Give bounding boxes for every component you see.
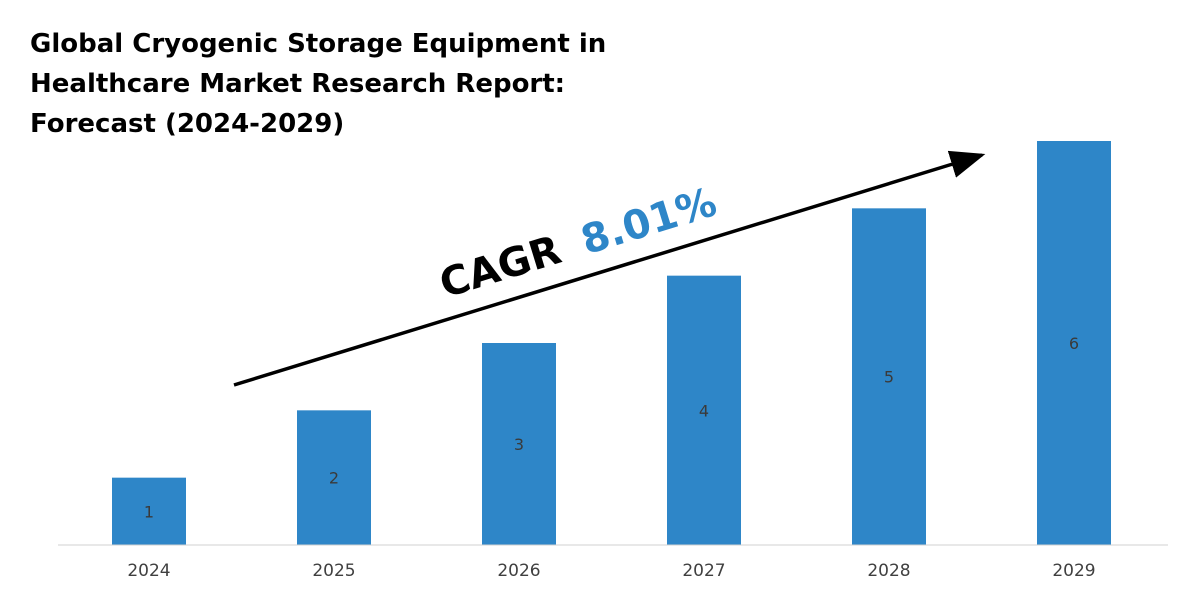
- x-tick-2024: 2024: [127, 561, 170, 581]
- data-label-2024: 1: [144, 502, 154, 521]
- x-tick-2027: 2027: [682, 561, 725, 581]
- data-label-2028: 5: [884, 368, 894, 387]
- bar-2029: [1037, 141, 1111, 545]
- bar-2025: [297, 410, 371, 545]
- chart-title-line-2: Healthcare Market Research Report:: [30, 69, 566, 99]
- bar-2026: [482, 343, 556, 545]
- data-label-2026: 3: [514, 435, 524, 454]
- chart-title-line-1: Global Cryogenic Storage Equipment in: [30, 29, 607, 59]
- chart-title-line-3: Forecast (2024-2029): [30, 109, 345, 139]
- cagr-trend-arrow: [233, 150, 986, 387]
- x-tick-2028: 2028: [867, 561, 910, 581]
- x-tick-labels: 2024 2025 2026 2027 2028 2029: [127, 561, 1095, 581]
- cagr-value: 8.01%: [576, 179, 722, 264]
- bar-2028: [852, 208, 926, 546]
- data-label-2025: 2: [329, 469, 339, 488]
- data-label-2027: 4: [699, 401, 709, 420]
- bar-2027: [667, 275, 741, 545]
- x-tick-2025: 2025: [312, 561, 355, 581]
- x-tick-2029: 2029: [1052, 561, 1095, 581]
- x-tick-2026: 2026: [497, 561, 540, 581]
- cagr-label: CAGR: [434, 227, 566, 307]
- bars-group: 1 2 3 4 5 6: [112, 141, 1111, 546]
- chart-title: Global Cryogenic Storage Equipment in He…: [30, 24, 670, 144]
- bar-2024: [112, 477, 186, 545]
- data-label-2029: 6: [1069, 334, 1079, 353]
